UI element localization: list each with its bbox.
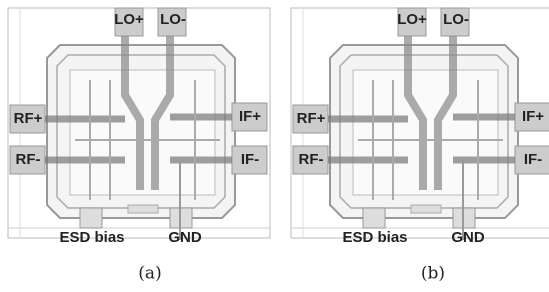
pad-label: GND [168,229,202,246]
pad-label: GND [451,229,485,246]
layout-a [8,8,270,240]
pad-label: RF- [299,151,324,168]
pad-label: ESD bias [342,229,407,246]
pad-label: LO+ [114,11,144,28]
pad-label: IF- [241,151,259,168]
pad-label: ESD bias [59,229,124,246]
pad-label: LO+ [397,11,427,28]
layout-b [291,8,549,240]
pad-label: IF+ [239,108,261,125]
pad-label: RF- [16,151,41,168]
figure: LO+ LO- RF+ IF+ RF- IF- ESD bias GND (a) LO+ LO- RF… [0,0,549,292]
caption: (a) [138,264,161,284]
pad-label: LO- [443,11,469,28]
pad-label: LO- [160,11,186,28]
caption: (b) [421,264,445,284]
pad-label: RF+ [14,110,43,127]
pad-label: RF+ [297,110,326,127]
pad-label: IF- [524,151,542,168]
pad-label: IF+ [522,108,544,125]
